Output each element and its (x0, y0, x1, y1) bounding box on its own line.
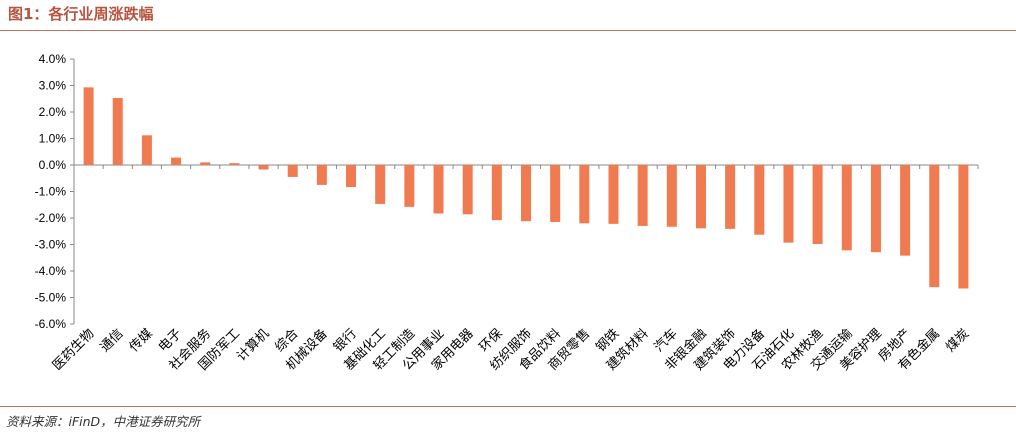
bar (404, 165, 415, 207)
y-tick-label: -3.0% (35, 238, 67, 252)
bar (171, 157, 182, 165)
bar (433, 165, 444, 214)
bar (579, 165, 590, 224)
bar (754, 165, 765, 235)
y-tick-label: 2.0% (39, 105, 67, 119)
y-tick-label: -1.0% (35, 185, 67, 199)
bar (229, 163, 240, 165)
x-tick-label: 通信 (98, 326, 127, 355)
y-tick-label: -4.0% (35, 264, 67, 278)
bar (287, 165, 298, 177)
bar (608, 165, 619, 224)
y-tick-label: -2.0% (35, 211, 67, 225)
x-tick-label: 医药生物 (50, 326, 97, 373)
page-title: 图1：各行业周涨跌幅 (8, 5, 154, 23)
bar (783, 165, 794, 243)
y-tick-label: -5.0% (35, 291, 67, 305)
bar (695, 165, 706, 229)
bar (258, 165, 269, 170)
bar (666, 165, 677, 227)
bar-chart: 4.0% 3.0% 2.0% 1.0% 0.0% -1.0% -2.0% -3.0% -4.0%… (35, 52, 979, 374)
bar (83, 87, 94, 165)
y-tick-label: 1.0% (39, 132, 67, 146)
bar (841, 165, 852, 251)
title-divider (0, 30, 1016, 31)
bar (462, 165, 473, 215)
x-tick-label: 计算机 (234, 326, 272, 364)
x-tick-label: 煤炭 (943, 326, 972, 355)
y-tick-label: 3.0% (39, 79, 67, 93)
bar (725, 165, 736, 229)
footer-divider (0, 406, 1016, 407)
bar (200, 162, 211, 165)
bar (112, 97, 123, 165)
bar (491, 165, 502, 221)
bar (141, 135, 152, 165)
bar (637, 165, 648, 226)
bar (550, 165, 561, 222)
bar (375, 165, 386, 204)
bar (870, 165, 881, 253)
bar (316, 165, 327, 185)
bar (958, 165, 969, 289)
bar (900, 165, 911, 256)
bar (346, 165, 357, 187)
bar (521, 165, 531, 222)
y-tick-label: 0.0% (39, 158, 67, 172)
bar (929, 165, 940, 288)
source-note: 资料来源：iFinD，中港证券研究所 (6, 414, 201, 429)
bar (812, 165, 823, 244)
y-tick-label: -6.0% (35, 317, 67, 331)
x-tick-label: 传媒 (127, 326, 156, 355)
y-tick-label: 4.0% (39, 52, 67, 66)
